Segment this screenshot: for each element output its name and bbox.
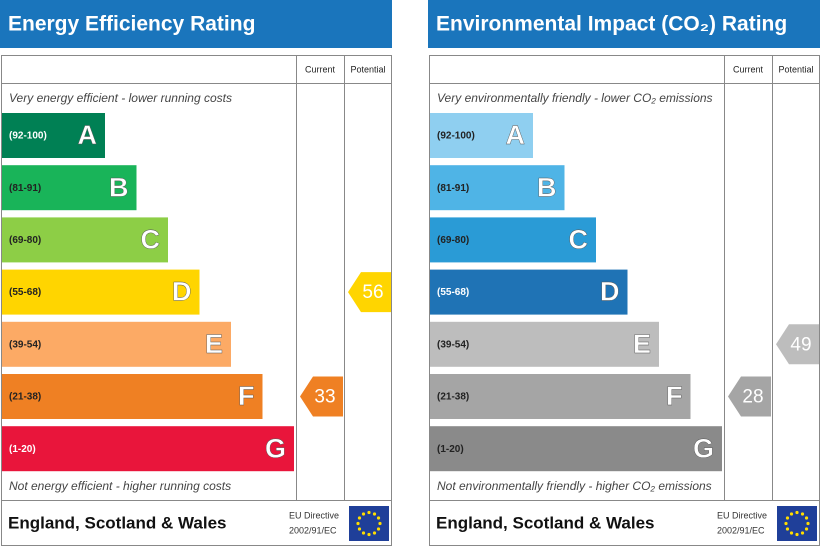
band (430, 113, 533, 158)
eu-star (356, 521, 360, 526)
band (430, 426, 722, 472)
band-letter: A (78, 120, 98, 150)
band (2, 269, 200, 315)
band (2, 217, 168, 263)
bottom-note: Not environmentally friendly - higher CO… (437, 479, 712, 493)
potential-rating: 56 (362, 282, 383, 303)
eu-star (800, 512, 805, 516)
current-rating: 28 (742, 387, 763, 408)
panel-title: Environmental Impact (CO₂) Rating (436, 13, 787, 36)
eu-star (785, 527, 790, 531)
title-bar (428, 0, 820, 48)
eu-star (376, 527, 381, 531)
current-rating: 33 (314, 387, 335, 408)
band-letter: F (666, 381, 683, 411)
rating-arrow (728, 376, 771, 417)
eu-star (804, 527, 809, 531)
band (2, 321, 231, 367)
eu-star (361, 512, 366, 516)
band-range: (81-91) (9, 183, 41, 194)
eu-star (357, 527, 362, 531)
top-note: Very energy efficient - lower running co… (9, 91, 232, 105)
band-range: (81-91) (437, 183, 469, 194)
band-range: (39-54) (437, 339, 469, 350)
eu-star (789, 512, 794, 516)
band-letter: G (693, 433, 714, 463)
band (430, 165, 565, 211)
footer-region: England, Scotland & Wales (8, 513, 227, 532)
eu-star (785, 516, 790, 520)
band-letter: D (172, 277, 192, 307)
band (2, 113, 105, 158)
eu-star (795, 510, 799, 515)
band-letter: C (569, 225, 589, 255)
band-range: (92-100) (9, 131, 47, 142)
band-range: (69-80) (9, 235, 41, 246)
band (430, 321, 659, 367)
directive-line: EU Directive (717, 510, 767, 520)
eu-star (800, 531, 805, 535)
header-current: Current (305, 64, 336, 74)
band (430, 269, 628, 315)
band-range: (92-100) (437, 131, 475, 142)
eu-star (367, 510, 371, 515)
directive-line: 2002/91/EC (289, 525, 337, 535)
eu-star (367, 532, 371, 537)
band-letter: B (537, 172, 557, 202)
panel-title: Energy Efficiency Rating (8, 13, 255, 36)
directive-line: 2002/91/EC (717, 525, 765, 535)
rating-arrow (776, 324, 819, 365)
header-potential: Potential (350, 64, 385, 74)
eu-star (372, 512, 377, 516)
band (2, 426, 294, 472)
eu-star (357, 516, 362, 520)
potential-rating: 49 (790, 334, 811, 355)
band-letter: D (600, 277, 620, 307)
directive-line: EU Directive (289, 510, 339, 520)
band-range: (55-68) (9, 287, 41, 298)
eu-star (372, 531, 377, 535)
bottom-note: Not energy efficient - higher running co… (9, 479, 231, 493)
band-range: (1-20) (437, 444, 464, 455)
eu-star (795, 532, 799, 537)
band-letter: E (633, 329, 651, 359)
title-bar (0, 0, 392, 48)
eu-star (361, 531, 366, 535)
eu-star (376, 516, 381, 520)
band-range: (21-38) (437, 392, 469, 403)
eu-star (784, 521, 788, 526)
rating-panel: Energy Efficiency Rating Current Potential… (0, 0, 392, 546)
header-current: Current (733, 64, 764, 74)
band-letter: E (205, 329, 223, 359)
eu-star (806, 521, 810, 526)
top-note: Very environmentally friendly - lower CO… (437, 91, 713, 105)
band-range: (69-80) (437, 235, 469, 246)
band (2, 165, 137, 211)
footer-region: England, Scotland & Wales (436, 513, 655, 532)
eu-star (378, 521, 382, 526)
rating-arrow (348, 272, 391, 313)
band-letter: G (265, 433, 286, 463)
band-range: (1-20) (9, 444, 36, 455)
band-range: (21-38) (9, 392, 41, 403)
eu-star (789, 531, 794, 535)
rating-arrow (300, 376, 343, 417)
rating-panel: Environmental Impact (CO₂) Rating Current… (428, 0, 820, 546)
header-potential: Potential (778, 64, 813, 74)
band-range: (39-54) (9, 339, 41, 350)
band (430, 374, 691, 419)
band-letter: C (141, 225, 161, 255)
band (2, 374, 263, 419)
band-letter: B (109, 172, 129, 202)
band-letter: F (238, 381, 255, 411)
band (430, 217, 596, 263)
band-range: (55-68) (437, 287, 469, 298)
band-letter: A (506, 120, 526, 150)
eu-star (804, 516, 809, 520)
